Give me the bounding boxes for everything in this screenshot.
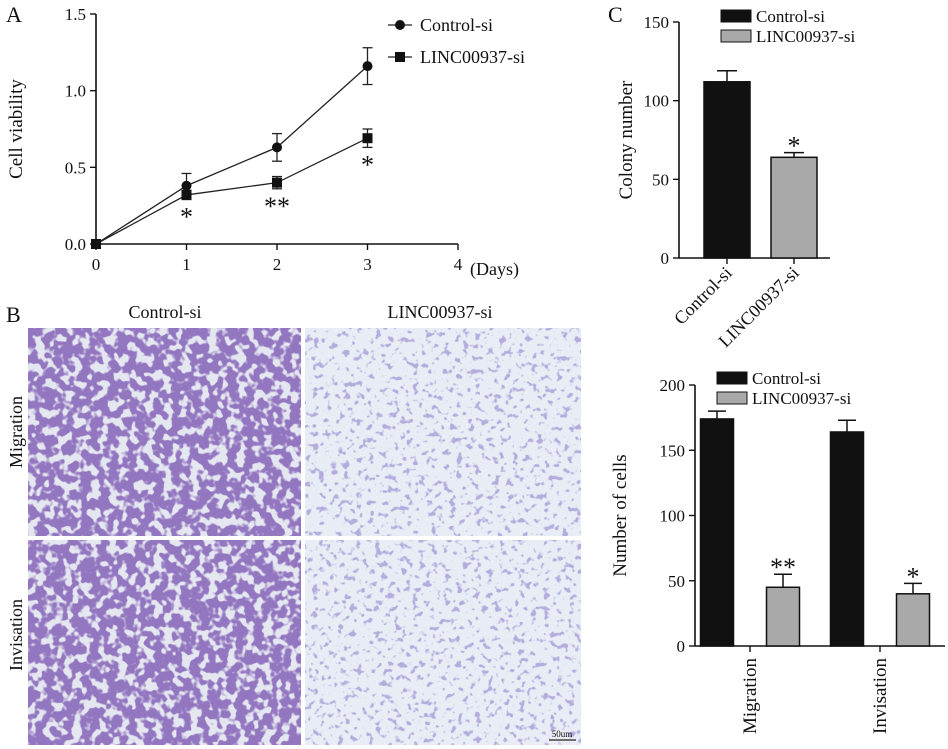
x-tick-label: 1 — [182, 255, 191, 274]
panel-c-cells-chart: 0 50 100 150 200 Number of cells ** Migration * I… — [610, 369, 945, 734]
series-line — [95, 137, 368, 245]
micrograph-migration-control — [28, 328, 301, 536]
legend-label: Control-si — [752, 369, 821, 388]
bar — [895, 593, 931, 647]
y-axis-label: Cell viability — [6, 79, 27, 179]
legend-swatch — [716, 391, 748, 405]
y-tick-label: 150 — [660, 441, 686, 460]
panel-label-c: C — [608, 2, 623, 27]
significance-marker: ** — [264, 192, 290, 221]
bar — [829, 431, 865, 647]
significance-marker: * — [361, 150, 374, 179]
x-tick-label: 4 — [454, 255, 463, 274]
x-tick-label: Control-si — [670, 263, 736, 329]
y-tick-label: 150 — [644, 13, 670, 32]
bar — [699, 418, 735, 647]
y-tick-label: 50 — [668, 572, 685, 591]
x-tick-label: 3 — [363, 255, 372, 274]
legend-marker-square — [395, 52, 405, 62]
bar — [770, 156, 818, 259]
legend-swatch — [720, 29, 752, 43]
x-tick-label: 0 — [92, 255, 101, 274]
legend-label: Control-si — [420, 15, 493, 35]
x-tick-label: Invisation — [870, 658, 891, 734]
x-tick-label: Migration — [740, 658, 761, 734]
legend-marker-circle — [395, 20, 405, 30]
significance-marker: * — [180, 203, 193, 232]
data-point-square — [91, 239, 101, 249]
row-label-invisation: Invisation — [6, 599, 26, 671]
legend-swatch — [716, 371, 748, 385]
panel-b-micrographs: Control-si LINC00937-si Migration Invisa… — [6, 302, 581, 745]
significance-marker: ** — [770, 553, 796, 582]
panel-label-b: B — [6, 302, 21, 327]
legend-label: Control-si — [756, 7, 825, 26]
y-tick-label: 0 — [677, 637, 686, 656]
y-tick-label: 0.5 — [65, 158, 86, 177]
y-tick-label: 0 — [661, 249, 670, 268]
significance-marker: * — [907, 562, 920, 591]
significance-marker: * — [788, 132, 801, 161]
panel-a-line-chart: 0.00.51.01.50 1 2 3 4 (Days)Cell viability* **… — [6, 5, 525, 280]
legend-label: LINC00937-si — [420, 47, 525, 67]
col-label-control: Control-si — [128, 302, 201, 322]
legend-label: LINC00937-si — [756, 27, 855, 46]
bar — [703, 81, 751, 259]
legend-swatch — [720, 9, 752, 23]
micrograph-invisation-control — [28, 540, 301, 745]
y-tick-label: 1.5 — [65, 5, 86, 24]
y-tick-label: 100 — [660, 507, 686, 526]
scale-bar-label: 50um — [552, 729, 573, 739]
data-point-square — [272, 177, 282, 188]
x-axis-label: (Days) — [470, 259, 519, 280]
y-tick-label: 100 — [644, 92, 670, 111]
data-point-circle — [181, 180, 192, 191]
legend-label: LINC00937-si — [752, 389, 851, 408]
data-point-square — [181, 189, 192, 200]
y-axis-label: Number of cells — [610, 454, 631, 576]
data-point-circle — [272, 142, 282, 153]
y-tick-label: 50 — [652, 170, 669, 189]
col-label-linc: LINC00937-si — [388, 302, 493, 322]
bar — [765, 586, 801, 647]
micrograph-migration-linc — [305, 328, 581, 536]
row-label-migration: Migration — [6, 396, 26, 468]
panel-label-a: A — [6, 2, 22, 27]
micrograph-invisation-linc — [305, 540, 581, 745]
x-tick-label: 2 — [273, 255, 282, 274]
y-tick-label: 200 — [660, 376, 686, 395]
y-tick-label: 1.0 — [65, 82, 86, 101]
series-line — [95, 65, 368, 245]
panel-c-colony-chart: 0 50 100 150 Colony number Control-si * LINC009… — [616, 7, 855, 351]
y-tick-label: 0.0 — [65, 235, 86, 254]
y-axis-label: Colony number — [616, 80, 637, 199]
data-point-square — [362, 133, 373, 144]
data-point-circle — [362, 61, 373, 72]
